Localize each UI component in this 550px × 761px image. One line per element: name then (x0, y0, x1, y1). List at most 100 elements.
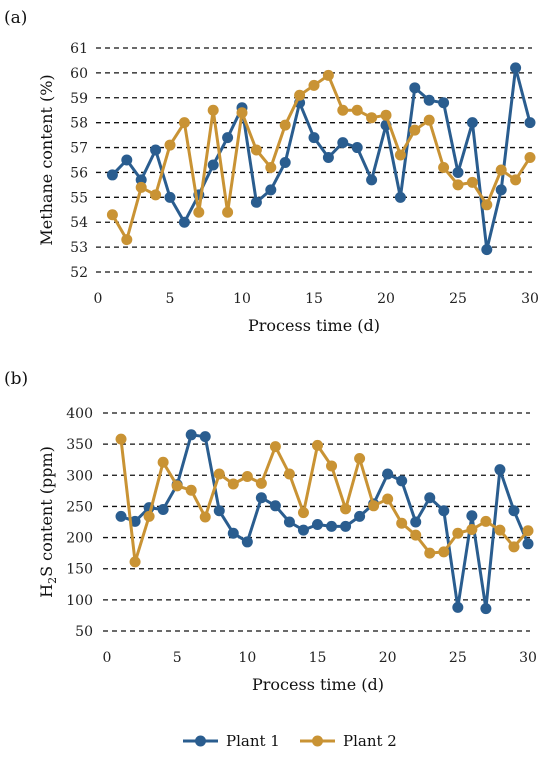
methane-point-plant-2-day-18 (351, 104, 363, 116)
h2s-point-plant-1-day-16 (326, 520, 338, 532)
h2s-point-plant-2-day-28 (494, 524, 506, 536)
h2s-y-axis-title: H2S content (ppm) (37, 446, 59, 598)
h2s-point-plant-2-day-18 (354, 452, 366, 464)
methane-point-plant-2-day-28 (495, 164, 507, 176)
h2s-point-plant-2-day-13 (283, 468, 295, 480)
methane-point-plant-2-day-13 (279, 119, 291, 131)
methane-x-tick-label-25: 25 (449, 291, 467, 307)
methane-y-tick-label-61: 61 (70, 41, 88, 57)
methane-series (106, 62, 536, 256)
h2s-point-plant-1-day-22 (410, 516, 422, 528)
methane-point-plant-1-day-18 (351, 142, 363, 154)
methane-point-plant-2-day-4 (150, 189, 162, 201)
h2s-point-plant-2-day-24 (438, 546, 450, 558)
methane-y-axis-title: Methane content (%) (37, 74, 56, 245)
methane-point-plant-2-day-29 (510, 174, 522, 186)
h2s-point-plant-1-day-21 (396, 475, 408, 487)
h2s-point-plant-2-day-3 (143, 510, 155, 522)
h2s-point-plant-1-day-8 (213, 505, 225, 517)
h2s-y-tick-label-150: 150 (66, 562, 93, 578)
h2s-point-plant-2-day-12 (269, 441, 281, 453)
methane-point-plant-1-day-12 (265, 184, 277, 196)
panel-b: (b) 50 100 150 200 250 300 350 400 0 5 10 15 20 25 30… (4, 369, 537, 694)
methane-point-plant-1-day-22 (409, 82, 421, 94)
h2s-point-plant-1-day-17 (340, 520, 352, 532)
methane-x-axis-title: Process time (d) (248, 316, 380, 335)
h2s-line-plant-1 (120, 433, 530, 611)
methane-point-plant-1-day-17 (337, 137, 349, 149)
methane-point-plant-1-day-11 (250, 196, 262, 208)
methane-point-plant-2-day-19 (366, 112, 378, 124)
h2s-point-plant-1-day-23 (424, 492, 436, 504)
h2s-point-plant-1-day-12 (269, 500, 281, 512)
h2s-point-plant-2-day-30 (522, 525, 534, 537)
methane-x-tick-label-15: 15 (305, 291, 323, 307)
h2s-y-tick-label-400: 400 (66, 406, 93, 422)
methane-point-plant-1-day-26 (466, 117, 478, 129)
h2s-point-plant-2-day-26 (466, 523, 478, 535)
methane-point-plant-1-day-28 (495, 184, 507, 196)
h2s-point-plant-2-day-25 (452, 527, 464, 539)
methane-point-plant-2-day-8 (207, 104, 219, 116)
methane-point-plant-1-day-16 (322, 152, 334, 164)
methane-point-plant-2-day-25 (452, 179, 464, 191)
methane-point-plant-1-day-27 (481, 244, 493, 256)
h2s-point-plant-1-day-11 (255, 492, 267, 504)
h2s-point-plant-1-day-7 (199, 431, 211, 443)
h2s-point-plant-1-day-28 (494, 464, 506, 476)
legend-marker-plant-2 (312, 735, 323, 747)
methane-point-plant-2-day-30 (524, 152, 536, 164)
legend: Plant 1 Plant 2 (183, 732, 397, 750)
h2s-point-plant-2-day-29 (508, 541, 520, 553)
h2s-point-plant-1-day-27 (480, 603, 492, 615)
h2s-point-plant-2-day-8 (213, 468, 225, 480)
methane-point-plant-1-day-8 (207, 159, 219, 171)
h2s-x-axis-title: Process time (d) (252, 675, 384, 694)
methane-y-tick-label-58: 58 (70, 116, 88, 132)
methane-point-plant-1-day-1 (106, 169, 118, 181)
h2s-point-plant-1-day-2 (129, 515, 141, 527)
methane-y-tick-label-52: 52 (70, 265, 88, 281)
h2s-point-plant-2-day-22 (410, 529, 422, 541)
h2s-point-plant-2-day-7 (199, 511, 211, 523)
methane-x-tick-label-5: 5 (166, 291, 175, 307)
h2s-y-tick-label-250: 250 (66, 499, 93, 515)
h2s-point-plant-1-day-15 (312, 518, 323, 530)
methane-y-tick-label-55: 55 (70, 190, 88, 206)
methane-point-plant-2-day-27 (481, 199, 493, 211)
methane-point-plant-2-day-6 (178, 117, 190, 129)
h2s-x-tick-label-30: 30 (519, 650, 537, 666)
h2s-point-plant-2-day-20 (382, 493, 394, 505)
methane-point-plant-2-day-15 (308, 79, 320, 91)
methane-point-plant-1-day-13 (279, 156, 291, 168)
h2s-series (115, 429, 534, 615)
methane-point-plant-2-day-24 (438, 161, 450, 173)
methane-point-plant-2-day-11 (250, 144, 262, 156)
h2s-point-plant-2-day-17 (340, 503, 352, 515)
methane-point-plant-1-day-24 (438, 97, 450, 109)
h2s-x-ticks: 0 5 10 15 20 25 30 (103, 650, 537, 666)
h2s-x-tick-label-10: 10 (238, 650, 256, 666)
methane-y-tick-label-60: 60 (70, 66, 88, 82)
methane-y-tick-label-59: 59 (70, 91, 88, 107)
h2s-point-plant-2-day-4 (157, 456, 169, 468)
methane-point-plant-1-day-25 (452, 166, 464, 178)
methane-x-ticks: 0 5 10 15 20 25 30 (94, 291, 539, 307)
h2s-x-tick-label-0: 0 (103, 650, 112, 666)
methane-point-plant-2-day-10 (236, 107, 248, 119)
h2s-y-tick-label-200: 200 (66, 531, 93, 547)
methane-point-plant-2-day-5 (164, 139, 176, 151)
methane-point-plant-2-day-7 (193, 206, 205, 218)
methane-point-plant-2-day-17 (337, 104, 349, 116)
legend-label-plant-2: Plant 2 (343, 732, 397, 750)
methane-point-plant-2-day-23 (423, 114, 435, 126)
methane-point-plant-2-day-21 (394, 149, 406, 161)
h2s-y-tick-label-300: 300 (66, 468, 93, 484)
methane-point-plant-1-day-2 (121, 154, 133, 166)
methane-y-tick-label-57: 57 (70, 141, 88, 157)
h2s-point-plant-2-day-16 (326, 460, 338, 472)
methane-point-plant-1-day-9 (222, 132, 234, 144)
methane-point-plant-2-day-1 (106, 209, 118, 221)
h2s-y-tick-label-350: 350 (66, 437, 93, 453)
